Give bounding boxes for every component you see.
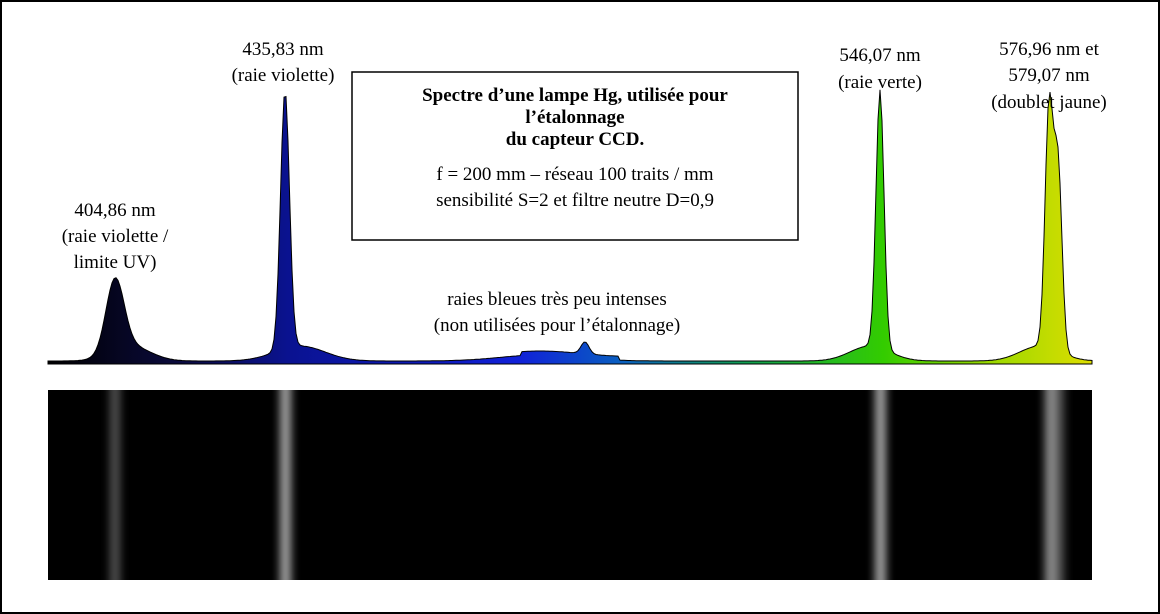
note-label: (non utilisées pour l’étalonnage) [434, 315, 680, 336]
peak-label: (doublet jaune) [991, 92, 1107, 113]
ccd-line [282, 390, 289, 580]
peak-label: limite UV) [74, 252, 157, 273]
peak-label: 579,07 nm [1008, 65, 1090, 86]
peak-label: 435,83 nm [242, 39, 324, 60]
info-line: sensibilité S=2 et filtre neutre D=0,9 [436, 190, 714, 211]
title-line: du capteur CCD. [506, 129, 644, 150]
ccd-line [1047, 390, 1053, 580]
peak-label: (raie verte) [838, 72, 922, 93]
peak-label: 404,86 nm [74, 200, 156, 221]
peak-label: (raie violette) [232, 65, 335, 86]
figure: Spectre d’une lampe Hg, utilisée pour l’… [0, 0, 1160, 614]
ccd-line [877, 390, 884, 580]
ccd-line [1057, 390, 1062, 580]
peak-label: 576,96 nm et [999, 39, 1099, 60]
peak-label: (raie violette / [62, 226, 169, 247]
ccd-line [112, 390, 118, 580]
ccd-strip [48, 390, 1092, 580]
title-line: l’étalonnage [525, 107, 624, 128]
note-label: raies bleues très peu intenses [447, 289, 666, 310]
info-line: f = 200 mm – réseau 100 traits / mm [436, 164, 713, 185]
title-line: Spectre d’une lampe Hg, utilisée pour [422, 85, 728, 106]
peak-label: 546,07 nm [839, 45, 921, 66]
